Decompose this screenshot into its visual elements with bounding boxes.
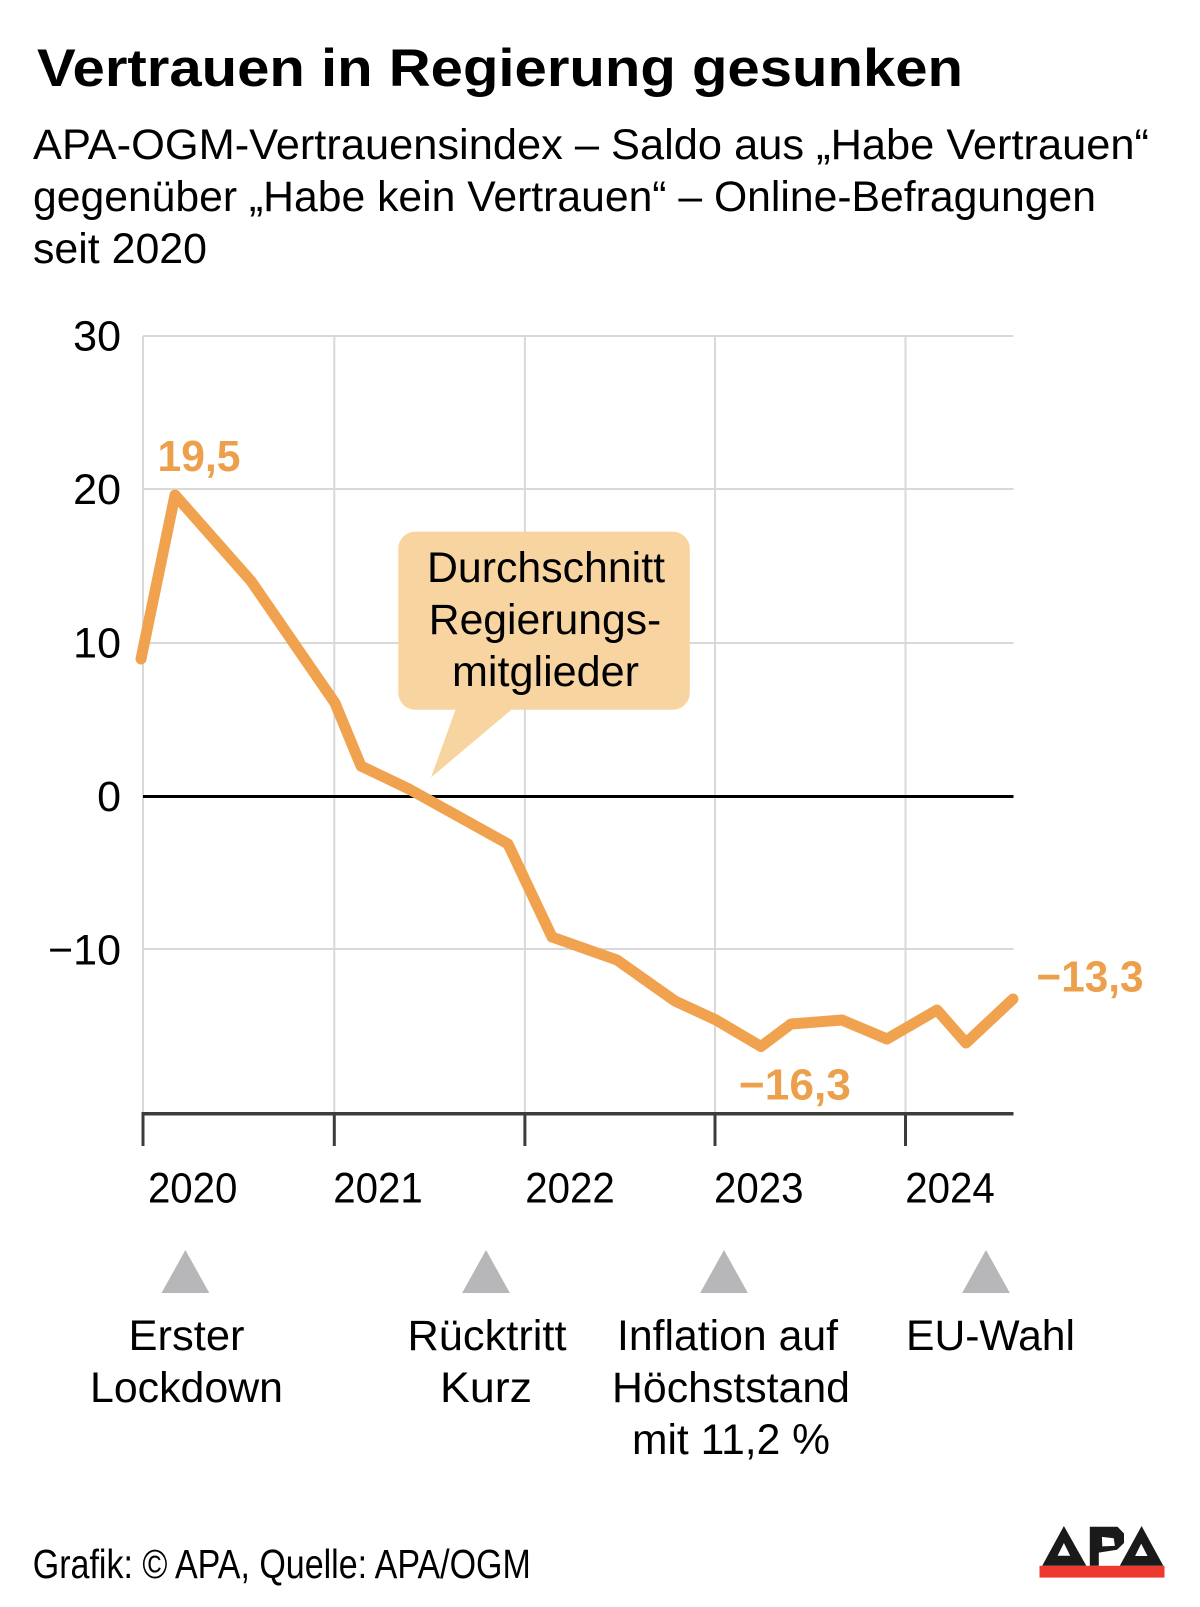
svg-text:EU-Wahl: EU-Wahl (906, 1313, 1075, 1360)
svg-text:Höchststand: Höchststand (612, 1365, 850, 1412)
svg-text:2020: 2020 (148, 1165, 238, 1213)
svg-text:Rücktritt: Rücktritt (408, 1313, 567, 1360)
svg-text:Regierungs-: Regierungs- (429, 597, 662, 644)
svg-text:Grafik: © APA, Quelle: APA/OGM: Grafik: © APA, Quelle: APA/OGM (33, 1541, 531, 1587)
svg-text:Durchschnitt: Durchschnitt (427, 545, 665, 592)
svg-text:0: 0 (97, 773, 121, 821)
svg-text:Erster: Erster (129, 1313, 245, 1360)
svg-text:seit 2020: seit 2020 (33, 226, 207, 273)
svg-text:−10: −10 (48, 927, 121, 975)
svg-text:Vertrauen in Regierung gesunke: Vertrauen in Regierung gesunken (37, 39, 963, 98)
svg-text:2021: 2021 (333, 1165, 423, 1213)
svg-text:30: 30 (73, 313, 121, 361)
svg-text:gegenüber „Habe kein Vertrauen: gegenüber „Habe kein Vertrauen“ – Online… (33, 174, 1096, 221)
svg-text:−16,3: −16,3 (739, 1062, 851, 1110)
svg-text:20: 20 (73, 466, 121, 514)
svg-text:2022: 2022 (525, 1165, 615, 1213)
svg-text:mitglieder: mitglieder (452, 649, 639, 696)
svg-text:Kurz: Kurz (440, 1365, 532, 1412)
svg-text:19,5: 19,5 (158, 433, 241, 481)
svg-text:−13,3: −13,3 (1037, 954, 1144, 1002)
svg-text:APA-OGM-Vertrauensindex – Sald: APA-OGM-Vertrauensindex – Saldo aus „Hab… (33, 122, 1149, 169)
svg-text:10: 10 (73, 620, 121, 668)
svg-text:Inflation auf: Inflation auf (617, 1313, 838, 1360)
svg-text:2024: 2024 (905, 1165, 995, 1213)
svg-text:Lockdown: Lockdown (90, 1365, 283, 1412)
svg-text:2023: 2023 (714, 1165, 804, 1213)
svg-text:mit 11,2 %: mit 11,2 % (632, 1417, 830, 1464)
